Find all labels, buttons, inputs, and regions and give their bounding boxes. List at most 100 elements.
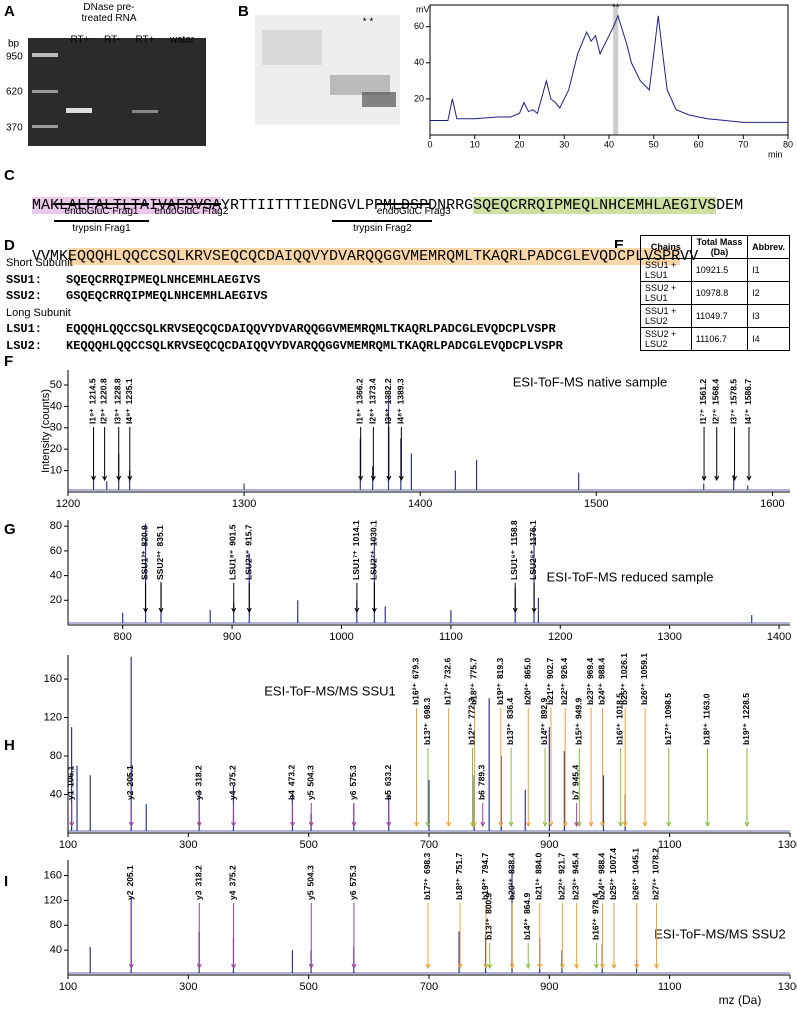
y-axis-label: Intensity (counts)	[40, 389, 52, 473]
annotation-arrow	[594, 943, 599, 970]
band	[32, 90, 58, 93]
residues: DEM	[716, 197, 744, 214]
y-tick-label: 80	[50, 750, 62, 762]
annotation-arrow	[732, 427, 737, 482]
lane-label: water	[169, 35, 195, 46]
x-tick-label: 1300	[657, 631, 681, 643]
x-axis-label: min	[768, 149, 783, 159]
ion-label: b7	[571, 790, 581, 800]
annotation-arrow	[425, 748, 431, 828]
band	[66, 108, 92, 113]
panel-letter: D	[4, 237, 15, 254]
y-tick-label: 160	[44, 673, 62, 685]
ion-label: y6	[348, 790, 358, 800]
mz-label: 945.4	[571, 765, 581, 787]
mz-label: 1018.5	[615, 693, 625, 719]
subunit-title: Long Subunit	[6, 306, 71, 319]
annotation-arrow	[542, 748, 548, 828]
x-tick-label: 700	[420, 981, 438, 993]
ion-label: y5	[306, 790, 316, 800]
annotation-arrow	[446, 708, 452, 828]
annotation-label: b7 945.4	[571, 765, 581, 800]
ion-label: b14²⁺	[539, 723, 549, 745]
subunit-seq: SSU1: SQEQCRRQIPMEQLNHCEMHLAEGIVS	[6, 272, 563, 289]
mz-label: 1214.5	[88, 378, 98, 404]
annotation-label: b19²⁺ 819.3	[495, 657, 505, 705]
ion-label: b20²⁺	[523, 683, 533, 705]
annotation-label: b5 633.2	[383, 765, 393, 800]
annotation-arrow	[231, 803, 237, 828]
seq: GSQEQCRRQIPMEQLNHCEMHLAEGIVS	[66, 289, 268, 303]
band	[32, 53, 58, 57]
y-tick-label: 20	[50, 443, 62, 455]
mz-label: 819.3	[495, 657, 505, 679]
mz-label: 864.9	[522, 892, 532, 914]
annotation-arrow	[196, 903, 202, 970]
annotation-label: b19²⁺ 794.7	[480, 852, 490, 900]
annotation-arrow	[231, 583, 237, 614]
ion-label: b21²⁺	[545, 683, 555, 705]
annotation-label: y3 318.2	[194, 865, 204, 900]
ion-label: b22²⁺	[557, 878, 567, 900]
annotation-label: b20²⁺ 838.4	[507, 852, 517, 900]
annotation-label: I1⁸⁺ 1366.2	[355, 378, 365, 424]
ion-label: b6	[477, 790, 487, 800]
x-tick-label: 900	[223, 631, 241, 643]
cell: I3	[747, 304, 790, 328]
gel-marks: * *	[363, 17, 374, 28]
annotation-label: b17²⁺ 698.3	[422, 852, 432, 900]
annotation-arrow	[588, 708, 594, 828]
row: SSU2 + LSU1 10978.8 I2	[640, 281, 790, 305]
band	[32, 125, 58, 128]
ion-label: SSU1³⁺	[140, 550, 150, 580]
annotation-arrow	[654, 903, 659, 970]
panel-letter: E	[614, 237, 624, 254]
seq: KEQQQHLQQCCSQLKRVSEQCQCDAIQQVYDVARQQGGVM…	[66, 338, 563, 353]
ion-label: b17²⁺	[663, 723, 673, 745]
gel-header: DNase pre-treated RNA	[81, 2, 137, 24]
mz-label: 921.7	[557, 852, 567, 874]
mz-label: 106.1	[66, 765, 76, 787]
ion-label: b23²⁺	[571, 878, 581, 900]
fragment: endoGluC Frag2	[154, 203, 228, 217]
annotation-arrow	[351, 803, 357, 828]
annotation-label: b21²⁺ 884.0	[534, 852, 544, 900]
annotation-label: y5 504.3	[306, 865, 316, 900]
x-tick-label: 1000	[329, 631, 353, 643]
mz-label: 949.9	[574, 697, 584, 719]
annotation-label: SSU1³⁺ 820.9	[140, 525, 150, 580]
seq-name: SSU1:	[6, 272, 43, 287]
mz-label: 969.4	[585, 657, 595, 679]
ion-label: b12²⁺	[467, 723, 477, 745]
mz-label: 1026.1	[619, 653, 629, 679]
ion-label: b22²⁺	[559, 683, 569, 705]
band	[330, 75, 390, 95]
ion-label: y2	[125, 890, 135, 900]
annotation-arrow	[470, 748, 475, 828]
fragment: endoGluC Frag3	[376, 203, 451, 217]
ion-label: I2⁹⁺	[99, 408, 109, 424]
mz-label: 375.2	[228, 765, 238, 787]
ion-label: b19²⁺	[741, 723, 751, 745]
annotation-arrow	[158, 583, 164, 614]
fragment: endoGluC Frag1	[54, 203, 149, 217]
annotation-arrow	[102, 427, 108, 482]
y-axis-label: mV	[416, 4, 430, 14]
annotation-arrow	[498, 708, 504, 828]
annotation-label: y6 575.3	[348, 865, 358, 900]
mz-label: 205.1	[125, 765, 135, 787]
x-tick-label: 1300	[232, 498, 256, 510]
ion-label: b19²⁺	[495, 683, 505, 705]
subunit-seq: SSU2: GSQEQCRRQIPMEQLNHCEMHLAEGIVS	[6, 288, 563, 305]
annotation-arrow	[480, 803, 486, 828]
annotation-label: b19²⁺ 1228.5	[741, 693, 751, 745]
mz-label: 1176.1	[528, 520, 538, 546]
annotation-arrow	[618, 748, 624, 828]
annotation-label: SSU2³⁺ 835.1	[155, 525, 165, 580]
seq-name: SSU2:	[6, 289, 43, 303]
seq-name: LSU1:	[6, 322, 43, 336]
y-tick-label: 80	[50, 919, 62, 931]
annotation-arrow	[701, 427, 707, 482]
ion-label: b13²⁺	[505, 723, 515, 745]
